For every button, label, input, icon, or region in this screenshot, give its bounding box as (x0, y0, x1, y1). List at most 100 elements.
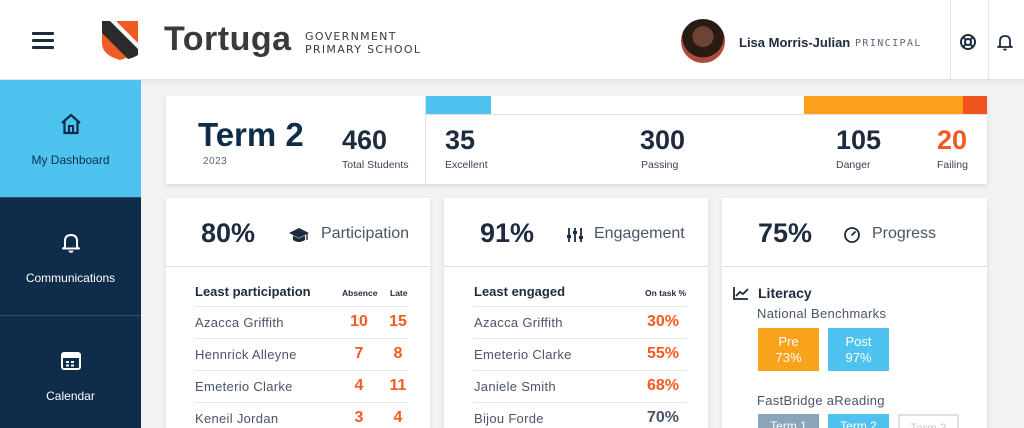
pre-label: Pre (778, 334, 799, 349)
literacy-title: Literacy (758, 285, 812, 301)
sliders-icon (567, 228, 583, 242)
post-benchmark-tile[interactable]: Post 97% (828, 328, 889, 371)
participation-percent: 80% (201, 218, 256, 248)
participation-row-name[interactable]: Keneil Jordan (195, 411, 279, 426)
engagement-table-title: Least engaged (474, 284, 566, 299)
engagement-row-value: 55% (646, 345, 680, 362)
engagement-row-name[interactable]: Bijou Forde (474, 411, 544, 426)
row-divider (195, 370, 408, 371)
school-shield-logo (102, 21, 138, 60)
national-benchmarks-label: National Benchmarks (757, 306, 887, 321)
school-subtitle-line1: GOVERNMENT (305, 30, 397, 43)
sidebar-item-calendar[interactable]: Calendar (0, 316, 141, 428)
row-divider (195, 306, 408, 307)
engagement-percent: 91% (480, 218, 535, 248)
header-divider (988, 0, 989, 80)
line-chart-icon (733, 287, 749, 300)
progress-label: Progress (872, 225, 937, 242)
participation-table-title: Least participation (195, 284, 311, 299)
late-column-header: Late (390, 288, 408, 298)
excellent-count: 35 (445, 125, 476, 155)
user-avatar[interactable] (681, 19, 725, 63)
graduation-cap-icon (289, 228, 309, 242)
participation-row-late: 15 (389, 313, 407, 330)
school-subtitle: GOVERNMENT PRIMARY SCHOOL (305, 30, 421, 56)
participation-label: Participation (321, 225, 410, 242)
sidebar-item-label: My Dashboard (31, 153, 110, 167)
engagement-row-value: 68% (646, 377, 680, 394)
help-lifebuoy-icon[interactable] (959, 33, 977, 51)
sidebar-nav: My Dashboard Communications Calendar (0, 80, 141, 428)
total-students-count: 460 (342, 125, 388, 155)
pre-value: 73% (775, 350, 802, 365)
engagement-row-value: 30% (646, 313, 680, 330)
on-task-column-header: On task % (645, 288, 687, 298)
participation-row-absence: 3 (354, 409, 364, 426)
row-divider (195, 338, 408, 339)
participation-row-name[interactable]: Azacca Griffith (195, 315, 284, 330)
failing-count: 20 (937, 125, 968, 155)
school-name: Tortuga (164, 20, 292, 58)
row-divider (195, 402, 408, 403)
bell-icon (62, 234, 80, 253)
term-2-tile[interactable]: Term 2 (828, 414, 889, 428)
row-divider (474, 370, 687, 371)
top-header: Tortuga GOVERNMENT PRIMARY SCHOOL Lisa M… (0, 0, 1024, 80)
engagement-label: Engagement (594, 225, 685, 242)
calendar-icon (61, 352, 81, 370)
excellent-label: Excellent (445, 159, 488, 171)
card-divider (722, 266, 987, 267)
hamburger-menu-icon[interactable] (32, 32, 54, 50)
sidebar-item-my-dashboard[interactable]: My Dashboard (0, 80, 141, 198)
card-divider (166, 266, 430, 267)
danger-bar-segment (804, 96, 964, 114)
summary-bar-underline (426, 114, 987, 115)
participation-row-late: 4 (393, 409, 403, 426)
participation-row-late: 11 (389, 377, 407, 394)
engagement-row-value: 70% (646, 409, 680, 426)
engagement-row-name[interactable]: Emeterio Clarke (474, 347, 572, 362)
gauge-icon (844, 227, 860, 243)
danger-count: 105 (836, 125, 882, 155)
passing-label: Passing (641, 159, 679, 171)
term-3-tile[interactable]: Term 3 (898, 414, 959, 428)
engagement-card (444, 198, 708, 428)
post-value: 97% (845, 350, 872, 365)
term-1-tile[interactable]: Term 1 (758, 414, 819, 428)
participation-row-absence: 10 (350, 313, 368, 330)
term-title: Term 2 (198, 116, 304, 153)
post-label: Post (845, 334, 872, 349)
passing-count: 300 (640, 125, 686, 155)
absence-column-header: Absence (342, 288, 378, 298)
sidebar-item-label: Calendar (46, 389, 95, 403)
pre-benchmark-tile[interactable]: Pre 73% (758, 328, 819, 371)
participation-row-absence: 4 (354, 377, 364, 394)
row-divider (474, 402, 687, 403)
danger-label: Danger (836, 159, 871, 171)
failing-label: Failing (937, 159, 968, 171)
user-role: PRINCIPAL (855, 38, 922, 49)
excellent-bar-segment (426, 96, 491, 114)
participation-row-name[interactable]: Emeterio Clarke (195, 379, 293, 394)
sidebar-item-label: Communications (25, 271, 116, 285)
sidebar-item-communications[interactable]: Communications (0, 198, 141, 316)
term-year: 2023 (203, 156, 228, 167)
school-subtitle-line2: PRIMARY SCHOOL (305, 43, 422, 56)
progress-card (722, 198, 987, 428)
engagement-row-name[interactable]: Janiele Smith (474, 379, 556, 394)
summary-divider (425, 96, 426, 184)
progress-percent: 75% (758, 218, 813, 248)
participation-row-name[interactable]: Hennrick Alleyne (195, 347, 297, 362)
card-divider (444, 266, 708, 267)
fastbridge-label: FastBridge aReading (757, 393, 885, 408)
engagement-row-name[interactable]: Azacca Griffith (474, 315, 563, 330)
notification-bell-icon[interactable] (996, 33, 1014, 51)
participation-row-absence: 7 (354, 345, 364, 362)
header-divider (950, 0, 951, 80)
home-icon (61, 113, 81, 135)
row-divider (474, 306, 687, 307)
failing-bar-segment (963, 96, 987, 114)
user-name[interactable]: Lisa Morris-Julian (739, 35, 851, 50)
total-students-label: Total Students (342, 159, 409, 171)
participation-row-late: 8 (393, 345, 403, 362)
